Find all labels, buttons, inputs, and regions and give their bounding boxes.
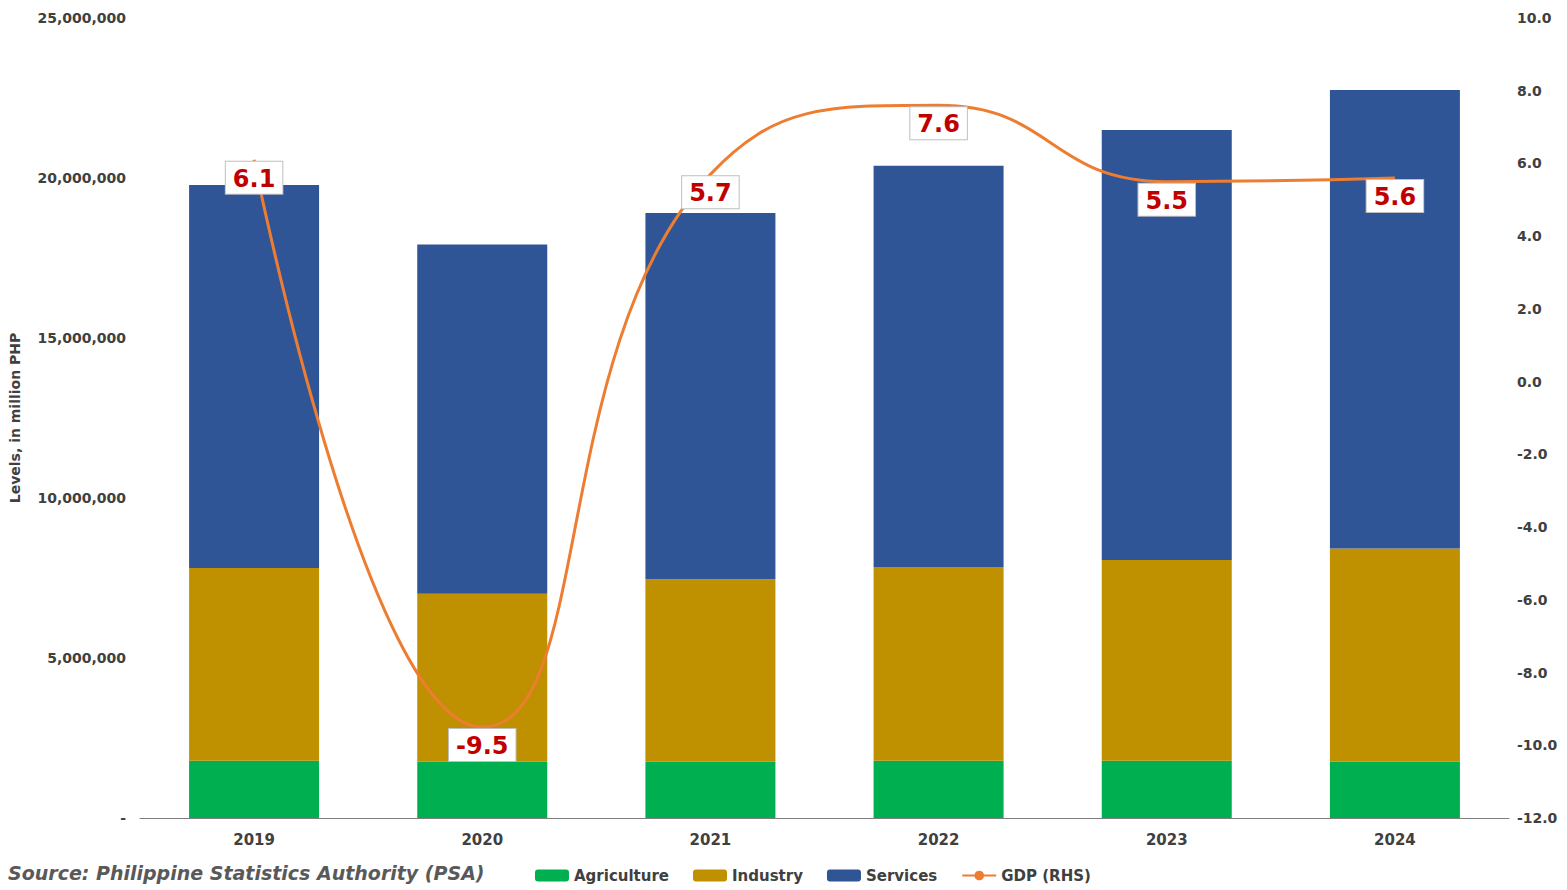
svg-text:25,000,000: 25,000,000 [37, 10, 126, 26]
svg-text:8.0: 8.0 [1517, 83, 1542, 99]
svg-text:5.7: 5.7 [689, 179, 732, 207]
svg-text:10,000,000: 10,000,000 [37, 490, 126, 506]
svg-text:2022: 2022 [918, 831, 960, 849]
svg-text:Agriculture: Agriculture [574, 867, 669, 885]
svg-text:5,000,000: 5,000,000 [47, 650, 126, 666]
svg-text:2023: 2023 [1146, 831, 1188, 849]
svg-text:6.0: 6.0 [1517, 155, 1542, 171]
svg-text:4.0: 4.0 [1517, 228, 1542, 244]
html-text:Source: Philippine Statistics: Source: Philippine Statistics Authority … [8, 862, 485, 884]
svg-text:Services: Services [866, 867, 937, 885]
svg-text:2020: 2020 [461, 831, 503, 849]
svg-text:Industry: Industry [732, 867, 803, 885]
svg-text:-9.5: -9.5 [456, 732, 508, 760]
svg-text:6.1: 6.1 [233, 165, 276, 193]
svg-text:5.6: 5.6 [1374, 183, 1417, 211]
svg-text:GDP (RHS): GDP (RHS) [1001, 867, 1091, 885]
svg-text:20,000,000: 20,000,000 [37, 170, 126, 186]
svg-text:2019: 2019 [233, 831, 275, 849]
svg-text:2021: 2021 [690, 831, 732, 849]
svg-text:2024: 2024 [1374, 831, 1416, 849]
svg-text:10.0: 10.0 [1517, 10, 1552, 26]
svg-text:2.0: 2.0 [1517, 301, 1542, 317]
svg-text:15,000,000: 15,000,000 [37, 330, 126, 346]
svg-text:-12.0: -12.0 [1517, 810, 1558, 826]
svg-text:-8.0: -8.0 [1517, 665, 1548, 681]
svg-text:-4.0: -4.0 [1517, 519, 1548, 535]
svg-text:-6.0: -6.0 [1517, 592, 1548, 608]
svg-text:Levels, in million PHP: Levels, in million PHP [7, 333, 23, 503]
svg-text:-2.0: -2.0 [1517, 446, 1548, 462]
svg-text:-: - [120, 810, 126, 826]
svg-text:0.0: 0.0 [1517, 374, 1542, 390]
svg-text:7.6: 7.6 [917, 110, 960, 138]
svg-text:5.5: 5.5 [1145, 187, 1188, 215]
svg-text:-10.0: -10.0 [1517, 737, 1558, 753]
